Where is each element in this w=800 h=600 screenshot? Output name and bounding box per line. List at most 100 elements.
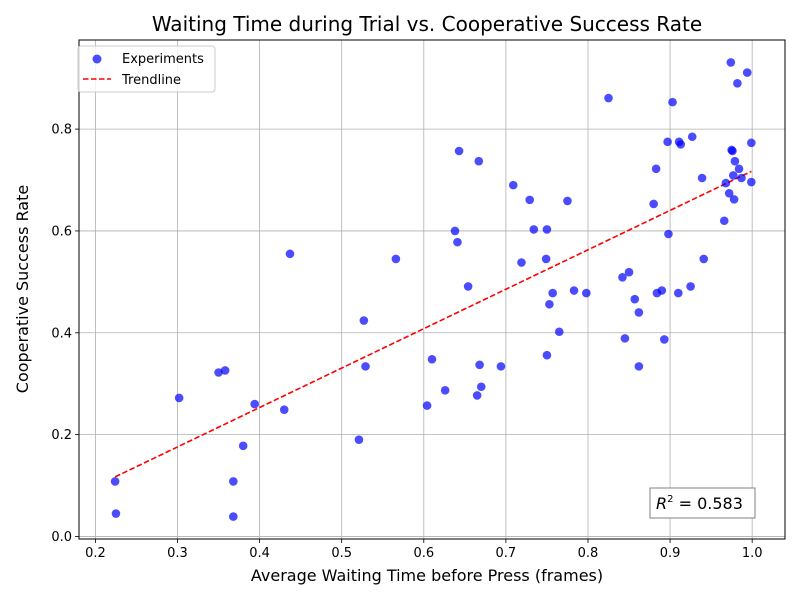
data-point xyxy=(525,195,534,205)
data-point xyxy=(620,334,630,343)
data-point xyxy=(427,354,437,364)
data-point xyxy=(734,164,744,174)
data-point xyxy=(238,441,248,451)
data-point xyxy=(673,288,683,298)
x-tick-label: 0.8 xyxy=(578,546,599,561)
data-points xyxy=(110,58,756,521)
data-point xyxy=(110,477,120,486)
data-point xyxy=(554,327,564,337)
data-point xyxy=(726,58,736,67)
data-point xyxy=(737,173,746,183)
data-point xyxy=(354,435,364,445)
x-tick-label: 0.6 xyxy=(413,546,434,561)
data-point xyxy=(624,267,634,277)
data-point xyxy=(569,286,579,295)
x-tick-label: 0.5 xyxy=(331,546,352,561)
legend-label-experiments: Experiments xyxy=(122,52,204,67)
data-point xyxy=(542,225,552,234)
data-point xyxy=(733,78,742,88)
x-tick-label: 0.7 xyxy=(496,546,517,561)
y-tick-label: 0.6 xyxy=(51,224,72,239)
data-point xyxy=(686,282,695,291)
x-tick-label: 0.4 xyxy=(249,546,270,561)
data-point xyxy=(472,391,482,400)
data-point xyxy=(697,173,707,183)
data-point xyxy=(496,362,506,371)
data-point xyxy=(422,401,432,410)
data-point xyxy=(664,229,673,239)
data-point xyxy=(440,386,450,395)
data-point xyxy=(649,199,658,209)
data-point xyxy=(548,288,557,298)
data-point xyxy=(508,180,518,190)
data-point xyxy=(728,171,738,180)
data-point xyxy=(724,188,734,198)
legend-box xyxy=(77,45,216,93)
data-point xyxy=(220,366,230,375)
data-point xyxy=(542,350,552,360)
data-point xyxy=(214,368,223,377)
data-point xyxy=(250,399,259,409)
data-point xyxy=(687,132,697,142)
data-point xyxy=(454,146,464,156)
x-tick-label: 0.2 xyxy=(85,546,106,561)
data-point xyxy=(729,195,739,204)
data-point xyxy=(728,146,737,156)
data-point xyxy=(651,164,661,174)
r-squared-annotation: R2 = 0.583 xyxy=(649,487,756,519)
data-point xyxy=(361,362,370,371)
y-axis-title: Cooperative Success Rate xyxy=(13,185,32,393)
data-point xyxy=(630,294,640,304)
data-point xyxy=(476,382,486,392)
data-point xyxy=(747,138,756,148)
data-point xyxy=(582,288,591,298)
data-point xyxy=(111,509,121,518)
data-point xyxy=(463,282,473,291)
data-point xyxy=(668,97,677,107)
x-tick-label: 1.0 xyxy=(742,546,763,561)
r-squared-box xyxy=(649,487,756,519)
data-point xyxy=(474,156,484,166)
data-point xyxy=(359,316,369,325)
x-axis-title: Average Waiting Time before Press (frame… xyxy=(251,566,603,585)
x-axis-ticks: 0.2 0.3 0.4 0.5 0.6 0.7 0.8 0.9 1.0 xyxy=(85,539,763,561)
data-point xyxy=(634,308,644,317)
y-axis-ticks: 0.0 0.2 0.4 0.6 0.8 xyxy=(51,123,79,545)
data-point xyxy=(719,216,729,226)
data-point xyxy=(529,225,539,234)
data-point xyxy=(453,237,462,247)
x-tick-label: 0.3 xyxy=(167,546,188,561)
data-point xyxy=(660,335,669,344)
r-squared-label: R2 = 0.583 xyxy=(656,494,743,513)
data-point xyxy=(541,254,551,264)
data-point xyxy=(391,254,401,264)
y-tick-label: 0.2 xyxy=(51,428,72,443)
data-point xyxy=(279,405,289,414)
chart-title: Waiting Time during Trial vs. Cooperativ… xyxy=(152,12,702,36)
x-tick-label: 0.9 xyxy=(660,546,681,561)
legend-label-trendline: Trendline xyxy=(121,73,181,88)
data-point xyxy=(517,258,526,267)
data-point xyxy=(747,177,756,187)
legend: Experiments Trendline xyxy=(77,45,216,93)
data-point xyxy=(676,140,686,149)
data-point xyxy=(657,286,667,295)
data-point xyxy=(742,68,752,77)
legend-marker-experiments xyxy=(92,54,102,64)
data-point xyxy=(604,93,613,103)
data-point xyxy=(229,477,238,486)
data-point xyxy=(563,196,572,206)
trendline-layer xyxy=(114,170,752,478)
data-point xyxy=(229,512,238,521)
data-point xyxy=(618,272,627,282)
data-point xyxy=(663,137,672,147)
plot-frame xyxy=(78,39,786,540)
y-tick-label: 0.0 xyxy=(51,530,72,545)
data-point xyxy=(174,393,184,403)
trendline xyxy=(114,170,752,478)
y-tick-label: 0.4 xyxy=(51,326,72,341)
grid-lines xyxy=(79,40,785,539)
data-point xyxy=(285,249,295,259)
data-point xyxy=(634,362,644,371)
